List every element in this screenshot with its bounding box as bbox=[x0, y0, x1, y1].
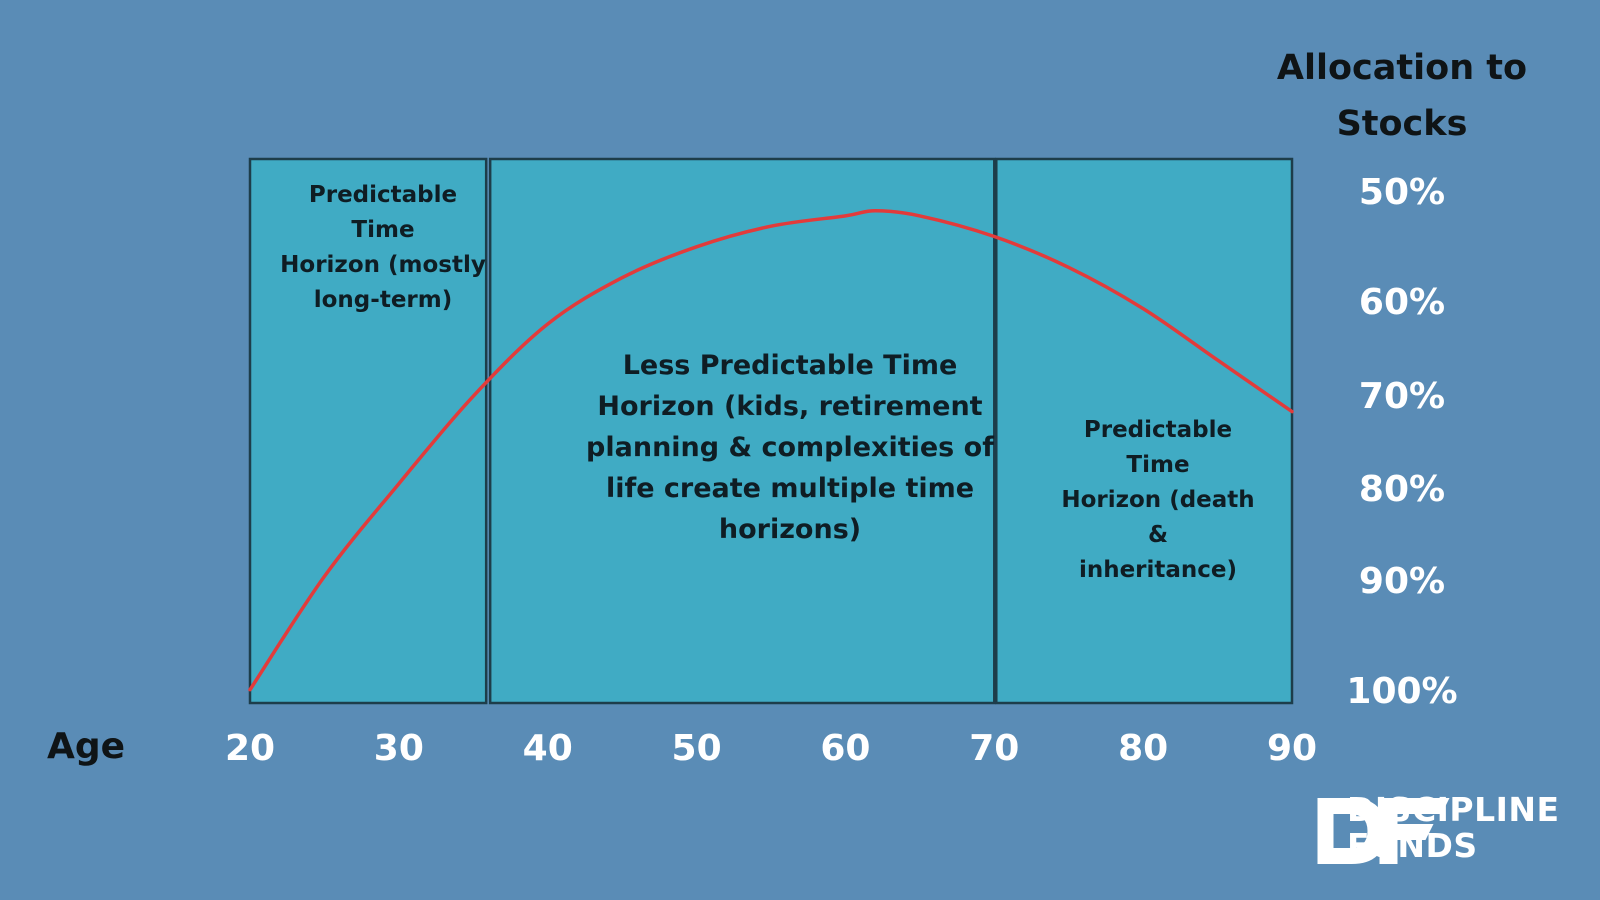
x-tick-label: 20 bbox=[225, 728, 275, 769]
brand-line-1: DISCIPLINE bbox=[1347, 790, 1560, 829]
x-tick-label: 70 bbox=[969, 728, 1019, 769]
y-tick-label: 80% bbox=[1359, 469, 1445, 510]
x-tick-label: 60 bbox=[820, 728, 870, 769]
y-tick-label: 100% bbox=[1346, 671, 1457, 712]
zone-rect-2 bbox=[488, 157, 996, 705]
zone-rect-3 bbox=[995, 157, 1294, 705]
x-tick-label: 80 bbox=[1118, 728, 1168, 769]
x-tick-label: 30 bbox=[374, 728, 424, 769]
zone-label-late: Predictable Time Horizon (death & inheri… bbox=[1061, 417, 1255, 583]
brand-line-2: FUNDS bbox=[1347, 826, 1478, 865]
x-tick-label: 90 bbox=[1267, 728, 1317, 769]
x-axis-ticks: 20 30 40 50 60 70 80 90 bbox=[225, 728, 1317, 769]
y-axis-ticks: 50% 60% 70% 80% 90% 100% bbox=[1346, 172, 1457, 712]
allocation-curve-layer bbox=[248, 208, 1294, 692]
y-tick-label: 90% bbox=[1359, 561, 1445, 602]
y-tick-label: 70% bbox=[1359, 376, 1445, 417]
allocation-curve bbox=[248, 208, 1294, 692]
zone-label-early: Predictable Time Horizon (mostly long-te… bbox=[280, 182, 486, 313]
x-axis-label: Age bbox=[47, 726, 125, 767]
x-tick-label: 50 bbox=[672, 728, 722, 769]
brand-name: DISCIPLINE FUNDS bbox=[1347, 792, 1560, 864]
df-logo-icon bbox=[1317, 798, 1450, 864]
zone-label-middle: Less Predictable Time Horizon (kids, ret… bbox=[586, 350, 994, 545]
x-tick-label: 40 bbox=[523, 728, 573, 769]
zone-rect-1 bbox=[248, 157, 488, 705]
time-horizon-zones bbox=[248, 157, 1294, 705]
y-axis-label: Allocation to Stocks bbox=[1276, 48, 1528, 144]
y-tick-label: 60% bbox=[1359, 282, 1445, 323]
y-tick-label: 50% bbox=[1359, 172, 1445, 213]
